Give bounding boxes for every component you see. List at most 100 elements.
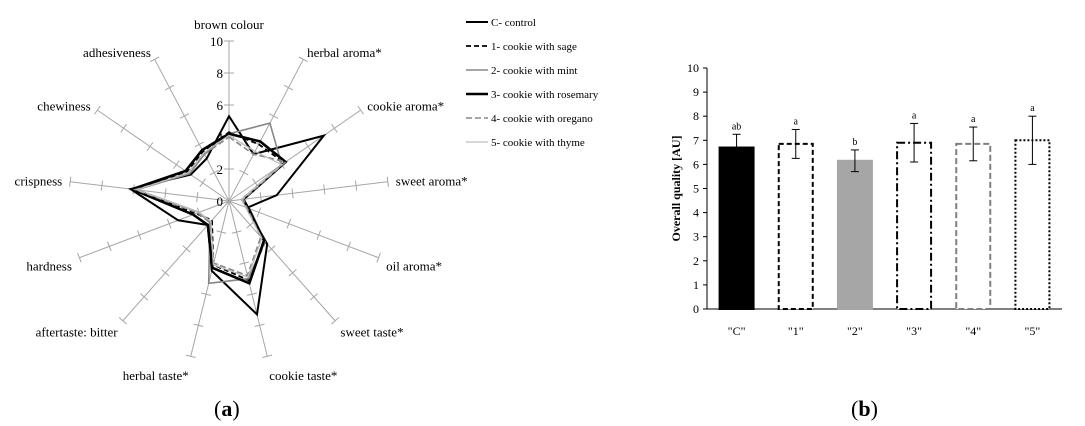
radar-tick-mark <box>254 323 265 327</box>
radar-axis-label: sweet aroma* <box>396 174 468 189</box>
radar-tick-mark <box>304 142 312 151</box>
bar <box>777 142 814 310</box>
significance-label: a <box>912 110 917 121</box>
x-tick-label: "4" <box>965 324 981 338</box>
radar-tick-mark <box>194 141 204 148</box>
radar-spoke <box>79 200 230 259</box>
radar-tick-label: 4 <box>217 130 224 145</box>
radar-tick-label: 2 <box>217 162 224 177</box>
radar-tick-mark <box>309 293 318 301</box>
radar-tick-mark <box>288 269 297 277</box>
legend-label: 1- cookie with sage <box>491 41 577 53</box>
radar-axis-label: adhesiveness <box>83 45 151 60</box>
x-tick-label: "5" <box>1025 324 1041 338</box>
y-tick-label: 3 <box>693 230 699 244</box>
radar-tick-mark <box>331 317 340 325</box>
radar-spoke <box>70 181 230 202</box>
radar-tick-mark <box>193 323 204 327</box>
radar-series-line <box>128 114 327 317</box>
significance-label: a <box>971 114 976 125</box>
radar-tick-mark <box>231 230 242 234</box>
radar-spoke <box>228 59 304 202</box>
radar-tick-mark <box>201 292 212 296</box>
radar-tick-mark <box>262 354 273 359</box>
radar-tick-mark <box>161 269 170 277</box>
radar-tick-mark <box>298 56 309 63</box>
radar-axis-label: herbal taste* <box>123 368 189 383</box>
radar-axis-label: cookie aroma* <box>367 99 444 114</box>
radar-spoke <box>190 200 230 357</box>
radar-tick-mark <box>267 245 276 253</box>
radar-axis-label: herbal aroma* <box>307 45 382 60</box>
radar-tick-mark <box>239 169 249 176</box>
radar-spoke <box>228 200 379 259</box>
radar-tick-mark <box>323 184 326 195</box>
radar-series-line <box>134 134 283 278</box>
bar <box>1014 139 1051 310</box>
radar-tick-mark <box>182 245 191 253</box>
y-tick-label: 8 <box>693 109 699 123</box>
y-tick-label: 1 <box>693 278 699 292</box>
radar-tick-mark <box>283 84 294 91</box>
radar-tick-mark <box>77 252 82 263</box>
panel-letter-b: b <box>858 396 871 421</box>
significance-label: a <box>1030 103 1035 114</box>
radar-tick-mark <box>164 84 175 91</box>
radar-spoke <box>154 59 230 202</box>
radar-axis-label: hardness <box>26 259 72 274</box>
radar-tick-mark <box>146 142 154 151</box>
radar-tick-mark <box>286 218 292 229</box>
legend-label: 2- cookie with mint <box>491 65 577 77</box>
radar-tick-mark <box>331 123 338 133</box>
radar-tick-mark <box>179 113 190 119</box>
y-tick-label: 7 <box>693 133 699 147</box>
y-tick-label: 4 <box>693 206 699 220</box>
radar-tick-mark <box>316 230 322 240</box>
radar-tick-mark <box>256 207 262 218</box>
x-tick-label: "3" <box>906 324 922 338</box>
radar-tick-mark <box>136 230 142 240</box>
radar-tick-mark <box>376 252 381 263</box>
y-tick-label: 10 <box>687 61 699 75</box>
radar-tick-mark <box>100 180 104 191</box>
y-tick-label: 5 <box>693 182 699 196</box>
radar-chart: 0 2 4 6 8 10 brown colour herbal aroma* cookie a… <box>15 17 599 383</box>
radar-tick-mark <box>291 188 294 199</box>
radar-axis-label: sweet taste* <box>340 325 403 340</box>
radar-tick-mark <box>246 221 255 229</box>
radar-tick-mark <box>346 241 351 252</box>
radar-tick-mark <box>107 241 112 252</box>
bar <box>896 141 933 310</box>
radar-spoke <box>228 109 361 202</box>
radar-tick-mark <box>239 261 250 265</box>
y-tick-label: 0 <box>693 302 699 316</box>
radar-tick-mark <box>354 180 358 191</box>
radar-tick-mark <box>164 188 167 199</box>
x-tick-label: "2" <box>847 324 863 338</box>
bar <box>718 146 755 310</box>
significance-label: ab <box>732 121 741 132</box>
significance-label: b <box>852 137 857 148</box>
legend-label: 3- cookie with rosemary <box>491 89 599 101</box>
panel-letter-a: a <box>221 396 233 421</box>
radar-tick-mark <box>196 192 199 203</box>
radar-axis-label: crispness <box>15 174 63 189</box>
radar-spoke <box>97 109 230 202</box>
radar-tick-mark <box>386 176 389 187</box>
panel-label-a: (a) <box>214 396 240 421</box>
radar-tick-label: 8 <box>217 66 224 81</box>
radar-tick-label: 6 <box>217 98 224 113</box>
radar-axis-label: brown colour <box>194 17 264 32</box>
radar-spoke <box>228 200 336 322</box>
radar-tick-mark <box>268 113 279 119</box>
radar-tick-mark <box>199 178 206 188</box>
legend-label: 4- cookie with oregano <box>491 113 593 125</box>
radar-tick-mark <box>185 354 196 359</box>
y-tick-label: 6 <box>693 157 699 171</box>
y-tick-label: 9 <box>693 85 699 99</box>
y-tick-label: 2 <box>693 254 699 268</box>
radar-tick-mark <box>69 176 72 187</box>
radar-axis-label: oil aroma* <box>386 259 442 274</box>
significance-label: a <box>794 116 799 127</box>
legend-label: 5- cookie with thyme <box>491 137 585 149</box>
